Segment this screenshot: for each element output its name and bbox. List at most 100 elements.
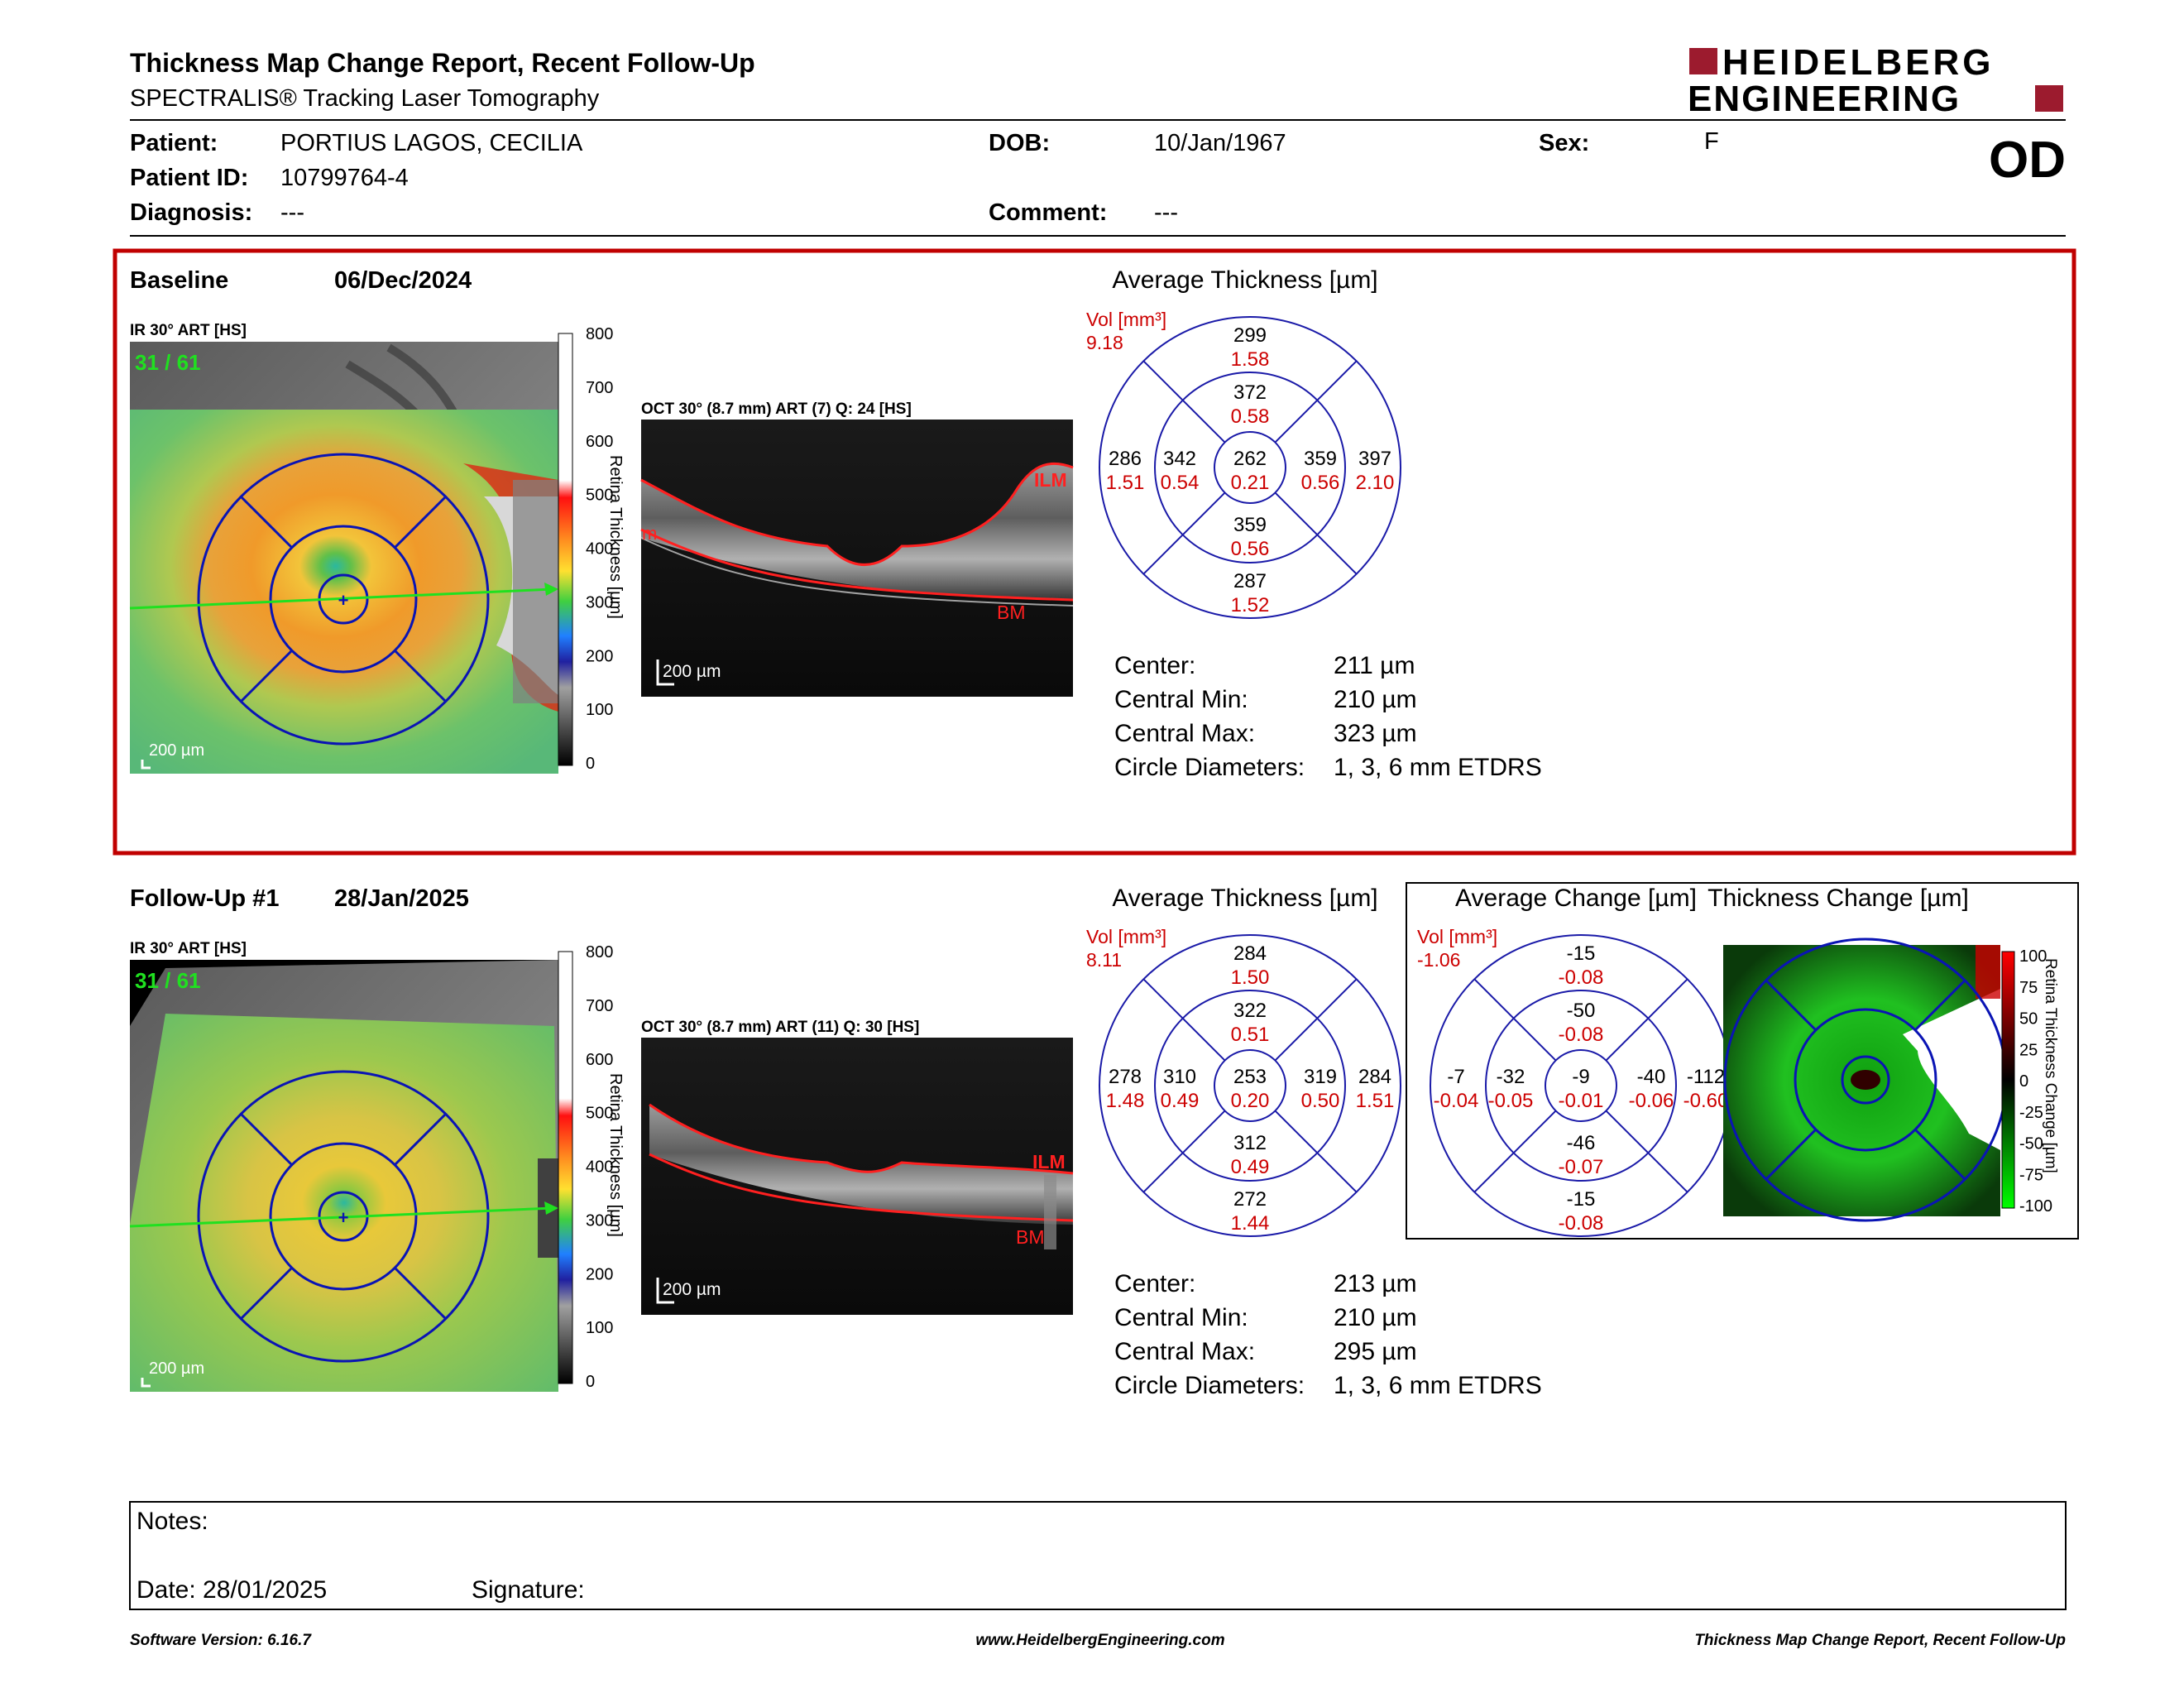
change-etdrs-inner-inf-value: -46 (1567, 1132, 1596, 1154)
thickness-scale-tick: 200 (586, 1265, 613, 1283)
patient-id-label: Patient ID: (130, 165, 248, 191)
footer-website: www.HeidelbergEngineering.com (975, 1632, 1224, 1649)
notes-date: Date: 28/01/2025 (136, 1576, 327, 1604)
change-etdrs-inner-sup-value: -50 (1567, 1000, 1596, 1022)
change-scale: 100 75 50 25 0 -25 -50 -75 -100 Retina Thickness… (2001, 947, 2059, 1216)
change-scale-tick: -100 (2019, 1197, 2052, 1216)
followup-etdrs-inner-sup-volume: 0.51 (1231, 1024, 1270, 1046)
comment-label: Comment: (989, 199, 1107, 226)
change-etdrs-outer-tmp-volume: -0.04 (1434, 1090, 1479, 1112)
followup-etdrs-outer-inf-value: 272 (1233, 1188, 1267, 1211)
report-title: Thickness Map Change Report, Recent Foll… (130, 48, 755, 78)
baseline-stat-value: 211 µm (1334, 652, 1415, 679)
followup-etdrs-divider (1274, 978, 1358, 1062)
change-vol-label: Vol [mm³] (1417, 926, 1497, 947)
baseline-etdrs-outer-nas-value: 397 (1358, 448, 1391, 470)
followup-vol-value: 8.11 (1086, 949, 1122, 971)
baseline-ir-label: IR 30° ART [HS] (130, 322, 247, 339)
thickness-scale-tick: 700 (586, 997, 613, 1015)
thickness-scale-tick: 500 (586, 1105, 613, 1123)
baseline-etdrs-grid: 2991.583720.582620.213590.562871.523420.… (1099, 316, 1401, 619)
baseline-stats: Center: 211 µm Central Min: 210 µm Centr… (1114, 652, 1542, 781)
baseline-stat-label: Center: (1114, 652, 1195, 679)
followup-stat-label: Central Min: (1114, 1304, 1248, 1331)
followup-etdrs-inner-tmp-value: 310 (1163, 1066, 1196, 1088)
sex-value: F (1704, 128, 1719, 155)
change-etdrs-divider (1605, 1110, 1688, 1193)
thickness-scale-tick: 100 (586, 1319, 613, 1337)
baseline-etdrs-divider (1274, 492, 1358, 575)
followup-bm-label: BM (1016, 1226, 1045, 1248)
report-subtitle: SPECTRALIS® Tracking Laser Tomography (130, 85, 600, 112)
baseline-ir-image: + (129, 342, 558, 774)
thickness-scale-tick: 400 (586, 1158, 613, 1177)
thickness-scale-tick: 100 (586, 701, 613, 719)
baseline-stat-label: Central Max: (1114, 720, 1255, 747)
followup-ir-label: IR 30° ART [HS] (130, 940, 247, 957)
baseline-scale-label: Retina Thickness [µm] (606, 455, 625, 619)
baseline-vol-value: 9.18 (1086, 332, 1123, 353)
change-scale-tick: 50 (2019, 1010, 2038, 1029)
followup-etdrs-ring (1214, 1049, 1286, 1122)
baseline-etdrs-inner-nas-value: 359 (1304, 448, 1337, 470)
change-vol-value: -1.06 (1417, 949, 1460, 971)
baseline-scan-line (129, 587, 553, 610)
heidelberg-logo: HEIDELBERG ENGINEERING (1688, 42, 2063, 119)
baseline-stat-value: 1, 3, 6 mm ETDRS (1334, 754, 1542, 781)
followup-etdrs-center-volume: 0.20 (1231, 1090, 1270, 1112)
change-etdrs-divider (1473, 1110, 1557, 1193)
thickness-scale-tick: 700 (586, 379, 613, 397)
followup-scale-label: Retina Thickness [µm] (606, 1073, 625, 1237)
change-scale-tick: -75 (2019, 1166, 2043, 1184)
thickness-scale-tick: 800 (586, 943, 613, 961)
baseline-side-label: m (642, 523, 657, 544)
followup-ir-scalebar: 200 µm (149, 1360, 204, 1378)
change-etdrs-center-value: -9 (1572, 1066, 1589, 1088)
thickness-scale-tick: 0 (586, 755, 595, 773)
notes-box (129, 1501, 2067, 1610)
baseline-bm-label: BM (997, 602, 1026, 623)
notes-label: Notes: (136, 1508, 208, 1535)
change-scale-label: Retina Thickness Change [µm] (2042, 958, 2059, 1173)
thickness-scale-tick: 400 (586, 540, 613, 559)
patient-info: Patient: PORTIUS LAGOS, CECILIA Patient … (130, 128, 1719, 226)
baseline-etdrs-ring (1154, 372, 1346, 563)
baseline-avg-title: Average Thickness [µm] (1112, 266, 1377, 294)
change-etdrs-outer-sup-volume: -0.08 (1559, 966, 1604, 989)
followup-ir-image: + (129, 960, 558, 1392)
followup-stat-value: 210 µm (1334, 1304, 1417, 1331)
logo-line2: ENGINEERING (1688, 79, 1961, 119)
baseline-etdrs-outer-sup-value: 299 (1233, 324, 1267, 347)
followup-etdrs-inner-nas-volume: 0.50 (1301, 1090, 1340, 1112)
change-etdrs-outer-nas-value: -112 (1687, 1066, 1725, 1088)
change-etdrs-divider (1605, 978, 1688, 1062)
followup-stat-label: Central Max: (1114, 1338, 1255, 1365)
followup-etdrs-inner-inf-volume: 0.49 (1231, 1156, 1270, 1178)
baseline-stat-label: Central Min: (1114, 686, 1248, 713)
followup-etdrs-divider (1274, 1110, 1358, 1193)
followup-thickness-scale: 800 700 600 500 400 300 200 100 0 Retina Thickne… (558, 943, 625, 1391)
change-etdrs-outer-inf-value: -15 (1567, 1188, 1596, 1211)
svg-text:+: + (338, 590, 349, 611)
notes-signature: Signature: (472, 1576, 585, 1604)
followup-scan-line (129, 1206, 553, 1228)
baseline-etdrs-outer-nas-volume: 2.10 (1356, 472, 1395, 494)
baseline-etdrs-inner-tmp-value: 342 (1163, 448, 1196, 470)
change-scale-tick: 0 (2019, 1072, 2028, 1091)
change-etdrs-ring (1545, 1049, 1617, 1122)
followup-stat-label: Circle Diameters: (1114, 1372, 1305, 1399)
baseline-stat-value: 210 µm (1334, 686, 1417, 713)
followup-vol-label: Vol [mm³] (1086, 926, 1166, 947)
followup-etdrs-divider (1142, 1110, 1226, 1193)
change-scale-tick: 100 (2019, 947, 2047, 966)
change-scale-tick: -25 (2019, 1104, 2043, 1122)
change-scale-tick: 25 (2019, 1041, 2038, 1059)
followup-etdrs-grid: 2841.503220.512530.203120.492721.443100.… (1099, 934, 1401, 1237)
change-etdrs-outer-sup-value: -15 (1567, 942, 1596, 965)
followup-etdrs-outer-tmp-volume: 1.48 (1106, 1090, 1145, 1112)
baseline-etdrs-inner-sup-volume: 0.58 (1231, 405, 1270, 428)
baseline-ir-scalebar: 200 µm (149, 741, 204, 760)
patient-id-value: 10799764-4 (280, 165, 409, 191)
baseline-etdrs-divider (1142, 492, 1226, 575)
change-etdrs-inner-nas-volume: -0.06 (1629, 1090, 1674, 1112)
